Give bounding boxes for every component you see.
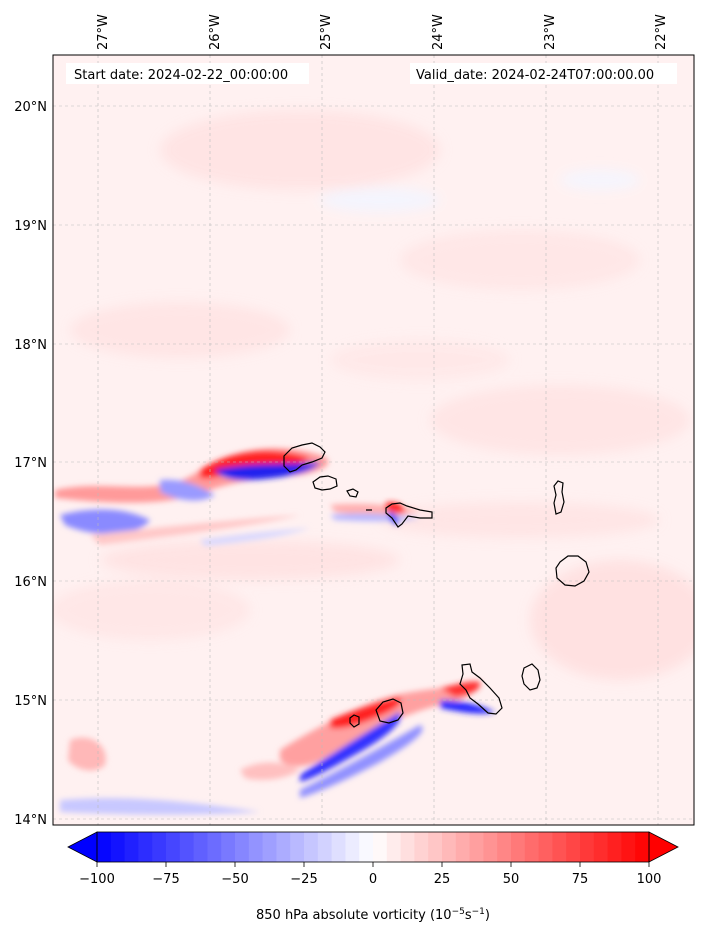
colorbar-segment [221, 832, 236, 862]
colorbar-segment [193, 832, 208, 862]
colorbar-segment [621, 832, 636, 862]
colorbar-ticks: −100 −75 −50 −25 0 25 50 75 100 [79, 862, 661, 887]
island-santiago [459, 663, 503, 715]
colorbar-segment [124, 832, 139, 862]
colorbar-segment [138, 832, 153, 862]
map-frame [52, 54, 695, 826]
lon-tick-label: 25°W [319, 14, 334, 50]
colorbar-segments [97, 832, 650, 862]
vorticity-field [53, 110, 694, 815]
colorbar-tick-label: 25 [434, 872, 451, 887]
colorbar-segment [635, 832, 650, 862]
island-fogo [375, 698, 404, 724]
colorbar-segment [359, 832, 374, 862]
lat-tick-label: 17°N [14, 456, 47, 471]
gridlines [53, 55, 694, 825]
island-sao-vicente [312, 475, 338, 491]
colorbar-segment [373, 832, 388, 862]
colorbar-segment [566, 832, 581, 862]
colorbar-segment [110, 832, 126, 862]
colorbar-tick-label: 75 [572, 872, 589, 887]
island-santo-antao [283, 442, 326, 473]
colorbar-segment [607, 832, 622, 862]
lon-tick-label: 22°W [654, 14, 669, 50]
colorbar-segment [511, 832, 526, 862]
island-santa-luzia [346, 488, 359, 498]
colorbar: −100 −75 −50 −25 0 25 50 75 100 850 hPa absolute… [67, 831, 679, 923]
colorbar-segment [276, 832, 291, 862]
start-date-box [66, 63, 309, 84]
island-boa-vista [555, 555, 590, 587]
lat-tick-label: 16°N [14, 575, 47, 590]
colorbar-segment [317, 832, 333, 862]
island-sal [553, 480, 565, 515]
colorbar-segment [538, 832, 553, 862]
colorbar-label: 850 hPa absolute vorticity (10−5s−1) [256, 907, 490, 923]
colorbar-segment [166, 832, 181, 862]
colorbar-tick-label: −100 [79, 872, 115, 887]
coastlines [283, 442, 590, 728]
lat-tick-label: 19°N [14, 219, 47, 234]
island-maio [521, 663, 541, 691]
colorbar-segment [593, 832, 609, 862]
colorbar-segment [442, 832, 457, 862]
lat-tick-label: 15°N [14, 694, 47, 709]
colorbar-tick-label: 100 [637, 872, 662, 887]
colorbar-segment [483, 832, 498, 862]
lat-tick-label: 20°N [14, 100, 47, 115]
colorbar-segment [414, 832, 429, 862]
colorbar-segment [455, 832, 471, 862]
colorbar-extend-high [648, 831, 679, 863]
colorbar-segment [152, 832, 167, 862]
lat-tick-label: 18°N [14, 338, 47, 353]
colorbar-segment [428, 832, 443, 862]
island-brava [349, 714, 360, 728]
colorbar-segment [552, 832, 567, 862]
colorbar-segment [331, 832, 346, 862]
lon-tick-label: 23°W [543, 14, 558, 50]
colorbar-segment [304, 832, 319, 862]
lon-tick-label: 26°W [208, 14, 223, 50]
colorbar-segment [345, 832, 360, 862]
colorbar-tick-label: 50 [503, 872, 520, 887]
valid-date-label: Valid_date: 2024-02-24T07:00:00.00 [416, 68, 654, 83]
longitude-ticks: 27°W 26°W 25°W 24°W 23°W 22°W [96, 14, 669, 50]
colorbar-segment [497, 832, 512, 862]
colorbar-segment [469, 832, 484, 862]
colorbar-tick-label: −25 [290, 872, 317, 887]
colorbar-segment [207, 832, 222, 862]
colorbar-segment [386, 832, 402, 862]
colorbar-extend-low [67, 831, 98, 863]
valid-date-box [410, 63, 677, 84]
island-sao-nicolau [366, 502, 433, 528]
latitude-ticks: 20°N 19°N 18°N 17°N 16°N 15°N 14°N [14, 100, 47, 828]
colorbar-segment [235, 832, 250, 862]
colorbar-segment [290, 832, 305, 862]
colorbar-segment [580, 832, 595, 862]
colorbar-segment [248, 832, 264, 862]
lat-tick-label: 14°N [14, 813, 47, 828]
colorbar-segment [524, 832, 540, 862]
colorbar-segment [262, 832, 277, 862]
colorbar-segment [97, 832, 112, 862]
lon-tick-label: 24°W [431, 14, 446, 50]
lon-tick-label: 27°W [96, 14, 111, 50]
colorbar-tick-label: 0 [369, 872, 377, 887]
colorbar-tick-label: −75 [152, 872, 179, 887]
colorbar-tick-label: −50 [221, 872, 248, 887]
start-date-label: Start date: 2024-02-22_00:00:00 [74, 68, 288, 83]
colorbar-segment [400, 832, 415, 862]
colorbar-segment [179, 832, 195, 862]
map-panel: Start date: 2024-02-22_00:00:00 Valid_da… [14, 14, 695, 828]
